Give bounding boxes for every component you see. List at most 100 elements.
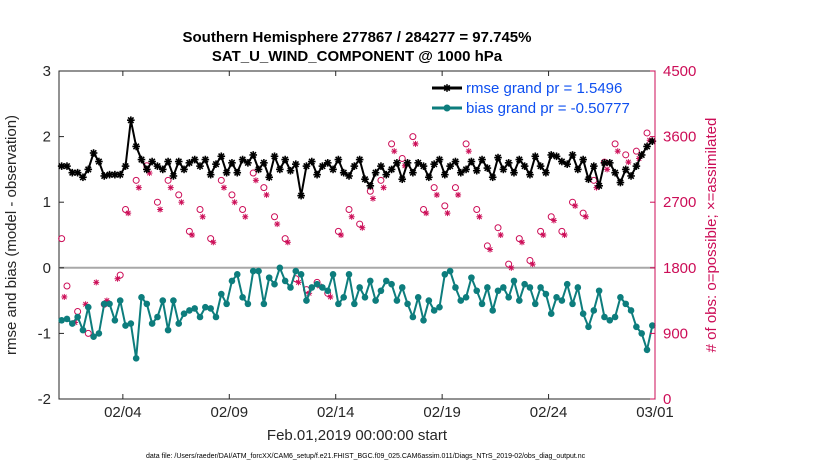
x-tick-label: 02/24 <box>530 404 568 421</box>
bias-point <box>404 300 411 308</box>
obs-assimilated-marker <box>93 279 100 286</box>
bias-point <box>537 284 544 291</box>
obs-possible-marker <box>271 213 279 221</box>
bias-point <box>303 297 310 304</box>
y-axis-right: 0 900 1800 2700 3600 4500 <box>650 63 696 408</box>
rmse-point-stroke <box>106 171 113 178</box>
bias-point <box>553 294 560 301</box>
rmse-point-stroke <box>367 182 374 190</box>
obs-assimilated-stroke <box>146 170 153 176</box>
rmse-point-stroke <box>281 156 289 163</box>
obs-assimilated-marker <box>582 213 589 220</box>
bias-point <box>590 307 598 314</box>
obs-assimilated-stroke <box>423 210 429 216</box>
obs-assimilated-marker <box>625 159 632 166</box>
rmse-point <box>611 168 619 177</box>
obs-assimilated-marker <box>125 210 132 217</box>
obs-possible-marker <box>116 271 124 279</box>
rmse-point-stroke <box>175 158 183 165</box>
obs-assimilated-marker <box>189 232 196 238</box>
bias-point <box>462 294 470 301</box>
bias-point <box>351 300 358 308</box>
rmse-point-stroke <box>409 169 417 176</box>
bias-point <box>255 267 262 275</box>
bias-point <box>271 280 278 288</box>
rmse-series-group <box>57 116 657 200</box>
bias-point <box>574 284 582 291</box>
rmse-point-stroke <box>521 162 528 170</box>
rmse-point-stroke <box>388 166 395 173</box>
rmse-point <box>84 165 93 174</box>
bias-point <box>287 284 294 291</box>
obs-assimilated-stroke <box>232 199 238 205</box>
rmse-point <box>148 157 156 166</box>
rmse-point-stroke <box>569 151 576 159</box>
rmse-point <box>637 151 646 159</box>
obs-assimilated-stroke <box>604 166 610 173</box>
rmse-point <box>169 172 178 180</box>
y-right-tick-label: 4500 <box>663 63 696 80</box>
obs-assimilated-marker <box>199 213 206 220</box>
bias-point <box>319 284 326 291</box>
rmse-point-stroke <box>547 151 555 159</box>
rmse-point <box>361 175 369 184</box>
rmse-point <box>435 155 444 164</box>
obs-assimilated-stroke <box>168 185 174 191</box>
rmse-point-stroke <box>287 167 294 175</box>
rmse-point <box>143 165 151 174</box>
rmse-point <box>345 172 353 180</box>
bias-point <box>313 280 321 288</box>
rmse-point <box>217 152 226 161</box>
rmse-point <box>329 165 337 174</box>
obs-possible-marker <box>175 191 183 199</box>
rmse-point-stroke <box>239 156 246 163</box>
rmse-point <box>387 165 396 174</box>
bias-point <box>260 300 268 308</box>
bias-point <box>643 346 651 354</box>
y-right-tick-label: 3600 <box>663 129 696 146</box>
obs-possible-marker <box>505 260 513 268</box>
y-axis-left-label: rmse and bias (model - observation) <box>3 115 20 355</box>
x-axis: 02/04 02/09 02/14 02/19 02/24 03/01 <box>104 71 674 421</box>
bias-point <box>265 274 273 281</box>
obs-assimilated-stroke <box>242 214 248 220</box>
bias-point <box>388 280 395 288</box>
rmse-point <box>63 162 71 170</box>
chart-title-line1: Southern Hemisphere 277867 / 284277 = 97… <box>183 29 532 46</box>
rmse-point-stroke <box>63 162 71 170</box>
y-right-tick-label: 2700 <box>663 194 696 211</box>
rmse-point-stroke <box>127 116 135 124</box>
rmse-point-stroke <box>526 171 534 178</box>
bias-point <box>143 300 151 308</box>
rmse-point <box>286 166 295 175</box>
rmse-point <box>270 152 279 161</box>
obs-assimilated-marker <box>529 261 536 268</box>
rmse-point-stroke <box>132 143 140 150</box>
rmse-point <box>414 159 422 167</box>
rmse-point <box>105 170 114 179</box>
obs-possible-marker <box>58 235 66 243</box>
obs-assimilated-marker <box>167 184 174 191</box>
obs-possible-marker <box>207 235 215 243</box>
bias-point <box>297 271 305 278</box>
rmse-point <box>627 172 635 180</box>
bias-point <box>244 300 252 308</box>
rmse-point <box>552 152 561 161</box>
rmse-point <box>563 160 571 168</box>
obs-assimilated-marker <box>433 191 440 198</box>
rmse-point-stroke <box>563 160 571 168</box>
rmse-point-stroke <box>79 173 87 181</box>
bias-point <box>212 313 220 321</box>
obs-assimilated-stroke <box>466 148 472 154</box>
obs-possible-marker <box>63 282 71 290</box>
obs-assimilated-stroke <box>647 137 653 143</box>
bias-point <box>74 313 81 321</box>
bias-point <box>122 322 129 329</box>
bias-point <box>420 316 427 324</box>
rmse-point-stroke <box>553 152 560 160</box>
bias-point <box>638 330 645 337</box>
rmse-point-stroke <box>537 162 544 170</box>
bias-point <box>526 284 534 291</box>
rmse-point-stroke <box>579 156 587 163</box>
obs-possible-marker <box>643 129 651 137</box>
